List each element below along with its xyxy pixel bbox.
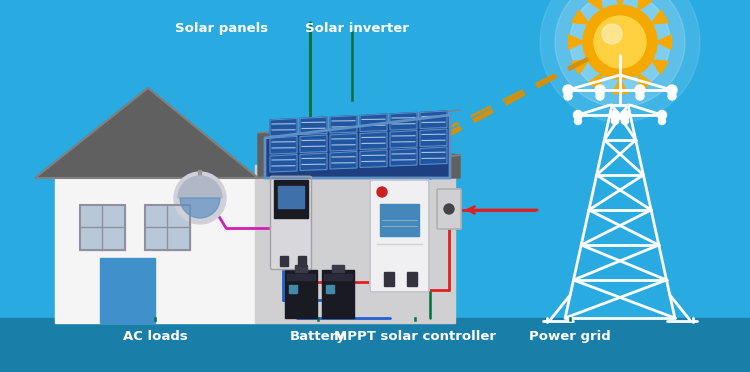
Bar (278, 186, 304, 208)
Polygon shape (330, 134, 357, 151)
Polygon shape (613, 78, 627, 93)
Polygon shape (330, 115, 357, 133)
Polygon shape (300, 135, 327, 153)
Circle shape (564, 92, 572, 100)
Polygon shape (572, 10, 589, 24)
Text: Solar inverter: Solar inverter (305, 22, 409, 35)
Circle shape (620, 110, 629, 119)
Polygon shape (638, 0, 652, 11)
FancyBboxPatch shape (437, 189, 461, 229)
Circle shape (602, 24, 622, 44)
Circle shape (377, 187, 387, 197)
Polygon shape (360, 150, 387, 167)
Wedge shape (178, 176, 222, 198)
Bar (145, 205, 190, 250)
Text: MPPT solar controller: MPPT solar controller (334, 330, 496, 343)
Bar (326, 285, 334, 293)
Bar (289, 285, 297, 293)
Text: AC loads: AC loads (123, 330, 188, 343)
Circle shape (540, 0, 700, 122)
Polygon shape (390, 148, 417, 166)
Polygon shape (588, 73, 602, 90)
Polygon shape (270, 119, 297, 136)
Polygon shape (258, 133, 460, 178)
Bar (55, 175, 255, 323)
Bar (332, 265, 344, 272)
Polygon shape (270, 154, 297, 172)
Polygon shape (360, 114, 387, 131)
Circle shape (658, 110, 667, 119)
FancyBboxPatch shape (271, 176, 311, 269)
Circle shape (574, 110, 583, 119)
Bar (298, 256, 306, 266)
Bar (324, 274, 352, 280)
Circle shape (563, 85, 573, 95)
Polygon shape (572, 60, 589, 74)
Text: Power grid: Power grid (530, 330, 610, 343)
Polygon shape (265, 115, 450, 178)
Circle shape (596, 92, 604, 100)
Polygon shape (390, 131, 417, 148)
Bar (295, 265, 307, 272)
Polygon shape (656, 35, 671, 49)
Polygon shape (420, 129, 447, 147)
Bar (287, 274, 315, 280)
Text: Battery: Battery (290, 330, 346, 343)
Circle shape (667, 85, 677, 95)
Circle shape (658, 118, 665, 125)
Bar (280, 256, 288, 266)
FancyBboxPatch shape (370, 180, 429, 292)
Bar (100, 258, 155, 323)
Bar (322, 270, 354, 318)
Circle shape (622, 118, 628, 125)
Bar (384, 272, 394, 286)
Polygon shape (638, 73, 652, 90)
Circle shape (574, 118, 581, 125)
Polygon shape (300, 117, 327, 135)
Wedge shape (180, 198, 220, 218)
Text: Solar panels: Solar panels (175, 22, 268, 35)
Circle shape (570, 0, 670, 92)
Polygon shape (330, 151, 357, 169)
Polygon shape (300, 153, 327, 170)
Polygon shape (588, 0, 602, 11)
Circle shape (583, 5, 657, 79)
Bar (407, 272, 417, 286)
Circle shape (555, 0, 685, 107)
Polygon shape (568, 35, 584, 49)
Circle shape (444, 204, 454, 214)
Circle shape (636, 92, 644, 100)
Polygon shape (651, 60, 668, 74)
Polygon shape (35, 88, 258, 178)
Circle shape (174, 172, 226, 224)
Bar (285, 270, 317, 318)
Polygon shape (420, 111, 447, 128)
Circle shape (595, 85, 605, 95)
Circle shape (635, 85, 645, 95)
Polygon shape (651, 10, 668, 24)
Circle shape (668, 92, 676, 100)
Polygon shape (390, 112, 417, 130)
Bar (0, 318, 750, 372)
Bar (80, 205, 125, 250)
Bar (274, 180, 308, 218)
Bar (80, 205, 125, 250)
Circle shape (610, 110, 620, 119)
Polygon shape (420, 147, 447, 164)
Polygon shape (270, 137, 297, 154)
Circle shape (594, 16, 646, 68)
Circle shape (611, 118, 619, 125)
Bar (255, 165, 455, 323)
Bar (145, 205, 190, 250)
Polygon shape (613, 0, 627, 6)
Polygon shape (360, 132, 387, 150)
Bar (380, 204, 419, 236)
